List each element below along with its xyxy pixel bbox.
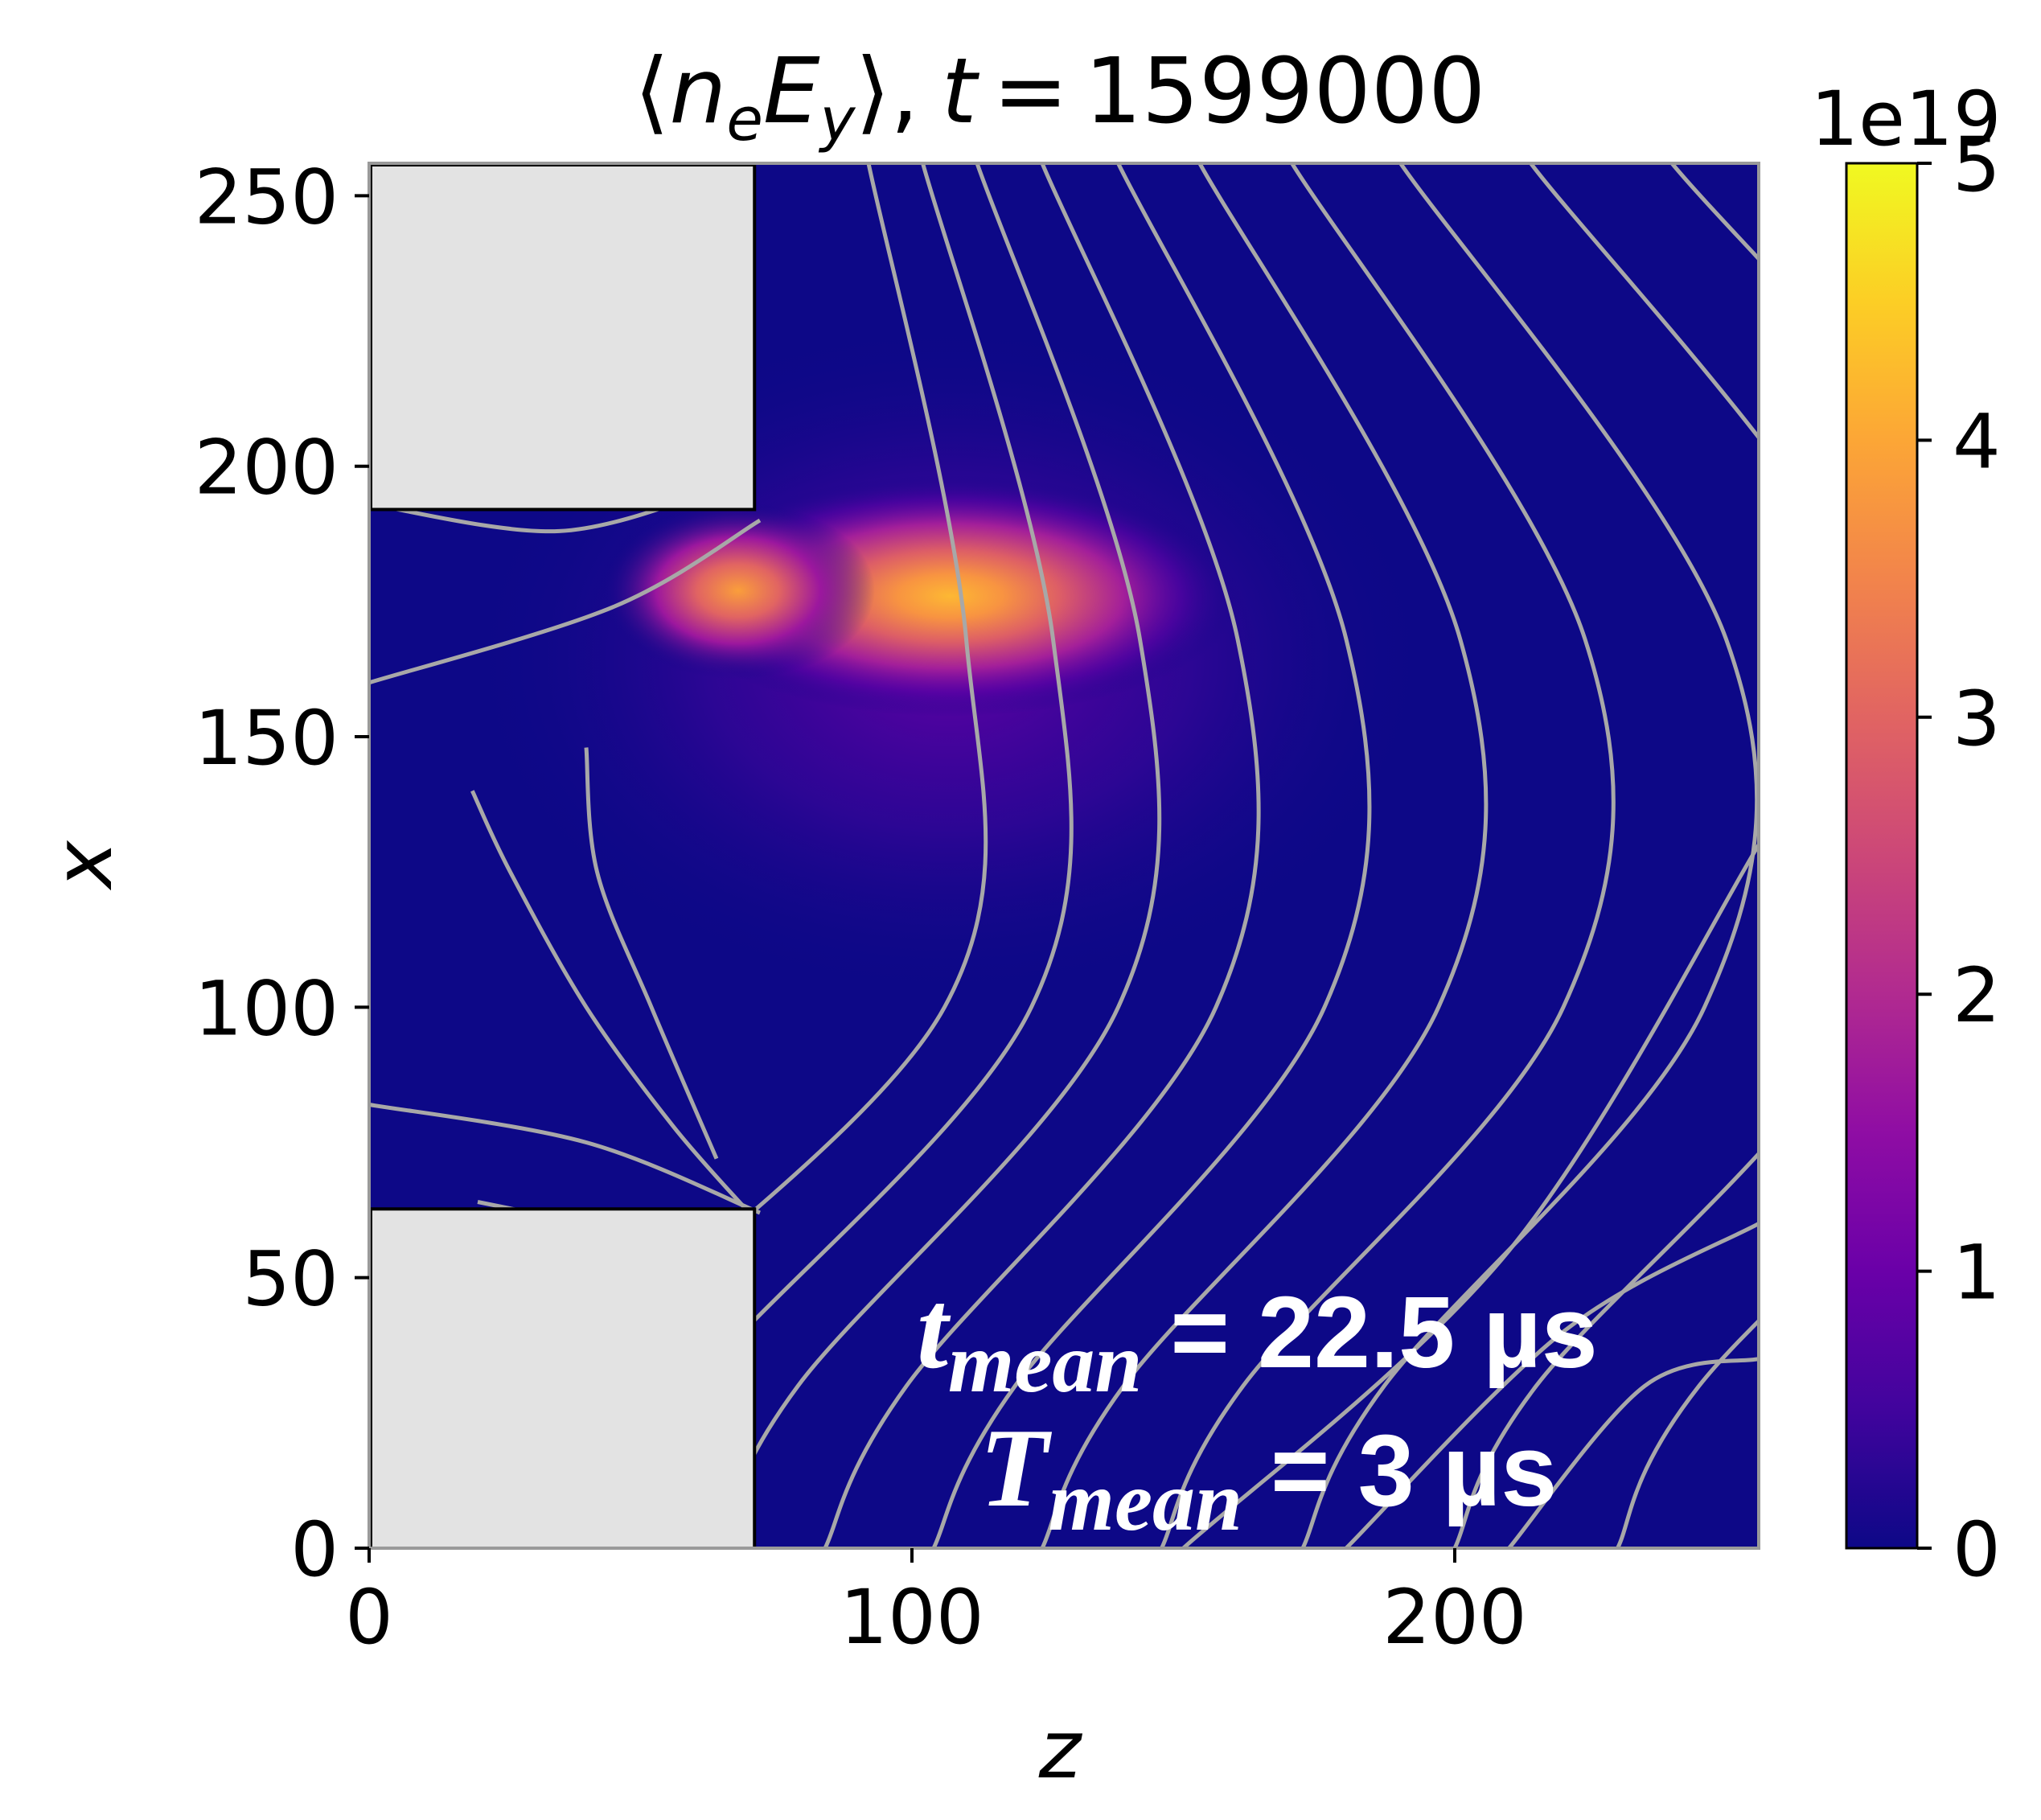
y-tick-label: 150 <box>195 695 339 783</box>
y-tick-label: 250 <box>195 154 339 241</box>
title-equals: = <box>993 39 1069 144</box>
title-close: ⟩, <box>855 39 918 144</box>
colorbar-tick-label: 1 <box>1953 1230 2001 1317</box>
contour-line-19 <box>1181 844 1759 1548</box>
title-time-label: t <box>942 39 980 144</box>
colorbar-tick-label: 0 <box>1953 1506 2001 1594</box>
colorbar-tick-label: 5 <box>1953 121 2001 209</box>
y-tick-label: 50 <box>242 1236 339 1324</box>
colorbar: 1e19 0 1 2 3 4 5 <box>1810 76 2001 1594</box>
x-tick-label: 200 <box>1382 1574 1526 1662</box>
chart-title: ⟨neEy⟩, t = 1599000 <box>634 39 1486 154</box>
colorbar-tick-label: 4 <box>1953 398 2001 486</box>
y-tick-label: 100 <box>195 965 339 1053</box>
colorbar-gradient <box>1845 162 1919 1550</box>
annotation-tmean-main: t <box>917 1267 951 1392</box>
contour-line-18 <box>1507 1357 1759 1548</box>
contour-line-9 <box>1452 163 1759 1548</box>
colorbar-multiplier: 1e19 <box>1810 76 2001 163</box>
contour-line-17 <box>1345 1222 1759 1548</box>
hotspot-layer <box>602 475 1240 717</box>
title-open: ⟨ <box>634 39 670 144</box>
wall-top <box>369 163 757 511</box>
title-time-value: 1599000 <box>1085 39 1486 144</box>
title-var-sub: e <box>726 85 763 154</box>
annotation-Tmean-value: = 3 µs <box>1242 1414 1557 1527</box>
annotation-Tmean-main: T <box>979 1406 1053 1530</box>
contour-line-16 <box>584 747 719 1160</box>
annotation-tmean-value: = 22.5 µs <box>1142 1276 1598 1389</box>
annotation-line2: Tmean = 3 µs <box>979 1406 1557 1548</box>
title-var2-sub: y <box>819 85 856 154</box>
contour-line-11 <box>369 518 762 685</box>
title-var-main: n <box>669 39 726 144</box>
contour-layer <box>369 163 1759 1548</box>
annotation-Tmean-sub: mean <box>1049 1454 1242 1548</box>
y-axis: 0 50 100 150 200 250 <box>195 154 369 1594</box>
heatmap-plot <box>369 163 1759 1548</box>
contour-line-10 <box>1616 163 1759 1548</box>
wall-bottom <box>369 1207 757 1548</box>
colorbar-ticks: 0 1 2 3 4 5 <box>1917 121 2001 1594</box>
colorbar-tick-label: 2 <box>1953 952 2001 1040</box>
contour-line-5 <box>931 163 1372 1548</box>
contour-line-15 <box>470 790 751 1214</box>
y-axis-label: x <box>36 840 130 891</box>
x-axis-label: z <box>1038 1703 1083 1797</box>
y-tick-label: 0 <box>290 1506 339 1594</box>
contour-line-7 <box>1160 163 1616 1548</box>
x-axis: 0 100 200 <box>345 1548 1527 1662</box>
y-tick-label: 200 <box>195 425 339 512</box>
hotspot-2 <box>602 502 875 680</box>
contour-line-4 <box>823 163 1261 1548</box>
plot-frame <box>368 162 1760 1550</box>
wall-layer <box>369 163 757 1548</box>
contour-line-8 <box>1300 163 1759 1548</box>
annotation-tmean-sub: mean <box>948 1316 1142 1410</box>
x-tick-label: 0 <box>345 1574 393 1662</box>
colorbar-tick-label: 3 <box>1953 676 2001 763</box>
annotation-line1: tmean = 22.5 µs <box>917 1267 1598 1410</box>
x-tick-label: 100 <box>840 1574 984 1662</box>
annotation: tmean = 22.5 µs Tmean = 3 µs <box>917 1267 1598 1548</box>
contour-line-13 <box>369 1102 761 1215</box>
title-var2-main: E <box>763 39 820 144</box>
contour-line-6 <box>1040 163 1489 1548</box>
contour-line-3 <box>714 163 1162 1548</box>
